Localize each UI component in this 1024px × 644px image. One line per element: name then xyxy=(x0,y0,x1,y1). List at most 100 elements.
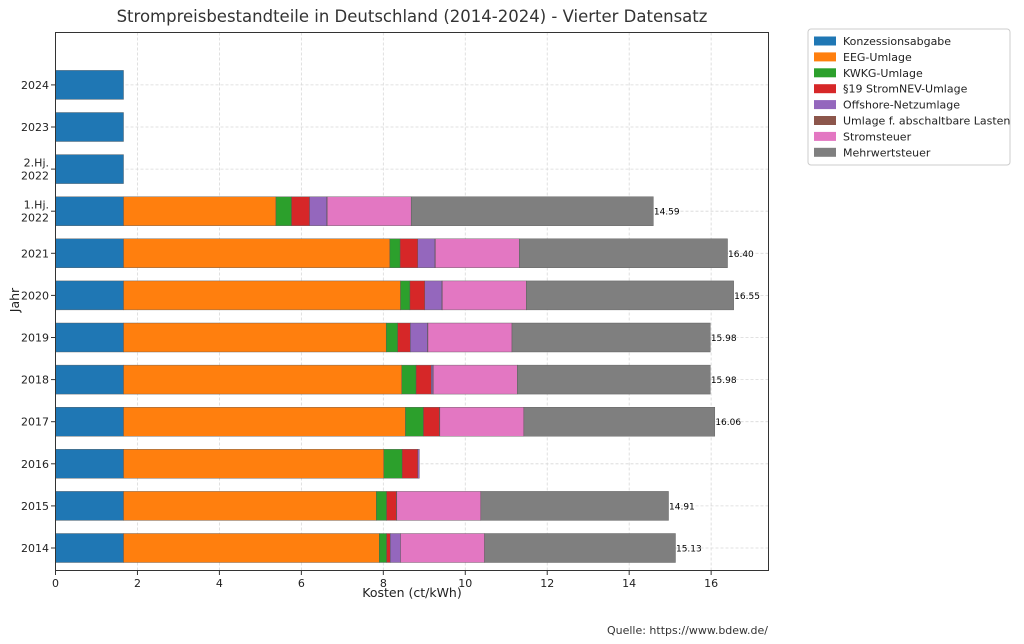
x-tick-label: 2 xyxy=(134,577,141,590)
legend-label: Konzessionsabgabe xyxy=(843,35,951,48)
y-tick-label: 2023 xyxy=(21,121,49,134)
bar-segment xyxy=(402,449,418,478)
legend-swatch xyxy=(814,148,836,157)
bar-segment xyxy=(124,323,387,352)
bar-segment xyxy=(124,407,406,436)
bar-segment xyxy=(56,365,124,394)
bar-segment xyxy=(524,407,715,436)
chart-title: Strompreisbestandteile in Deutschland (2… xyxy=(117,7,708,26)
bar-segment xyxy=(425,281,442,310)
bar-segment xyxy=(410,323,427,352)
y-tick-label: 2020 xyxy=(21,289,49,302)
legend-label: Stromsteuer xyxy=(843,130,912,143)
bar-segment xyxy=(481,491,669,520)
bar-segment xyxy=(435,239,519,268)
bar-segment xyxy=(276,197,292,226)
bar-segment xyxy=(405,407,423,436)
bar-segment xyxy=(428,323,512,352)
bar-segment xyxy=(402,365,416,394)
bar-segment xyxy=(442,281,526,310)
bar-segment xyxy=(124,365,402,394)
x-tick-label: 12 xyxy=(540,577,554,590)
total-label: 14.91 xyxy=(669,502,695,512)
y-tick-label: 2016 xyxy=(21,458,49,471)
y-tick-label: 1.Hj.2022 xyxy=(21,199,49,225)
bar-segment xyxy=(56,323,124,352)
bar-segment xyxy=(124,239,390,268)
bar-segment xyxy=(512,323,710,352)
bar-segment xyxy=(56,449,124,478)
legend-label: Offshore-Netzumlage xyxy=(843,99,960,112)
y-tick-label: 2.Hj.2022 xyxy=(21,157,49,183)
bar-segment xyxy=(56,407,124,436)
bar-segment xyxy=(124,534,380,563)
bars xyxy=(56,70,734,562)
bar-segment xyxy=(418,239,435,268)
bar-segment xyxy=(376,491,386,520)
bar-segment xyxy=(519,239,727,268)
bar-segment xyxy=(401,534,485,563)
y-tick-label: 2021 xyxy=(21,247,49,260)
bar-segment xyxy=(401,281,410,310)
y-tick-label: 2018 xyxy=(21,374,49,387)
y-tick-label: 2014 xyxy=(21,542,49,555)
legend-swatch xyxy=(814,84,836,93)
bar-segment xyxy=(398,323,411,352)
bar-segment xyxy=(387,491,397,520)
legend-frame xyxy=(808,29,1010,165)
legend-swatch xyxy=(814,68,836,77)
bar-segment xyxy=(56,239,124,268)
bar-segment xyxy=(410,281,425,310)
x-tick-label: 6 xyxy=(298,577,305,590)
legend-label: Umlage f. abschaltbare Lasten xyxy=(843,115,1010,128)
y-tick-label: 2017 xyxy=(21,416,49,429)
bar-segment xyxy=(433,365,517,394)
bar-segment xyxy=(526,281,733,310)
bar-segment xyxy=(416,365,431,394)
bar-segment xyxy=(56,155,124,184)
bar-segment xyxy=(56,491,124,520)
bar-segment xyxy=(400,239,418,268)
x-tick-label: 14 xyxy=(622,577,636,590)
bar-segment xyxy=(431,365,433,394)
legend: KonzessionsabgabeEEG-UmlageKWKG-Umlage§1… xyxy=(808,29,1010,165)
legend-swatch xyxy=(814,116,836,125)
bar-segment xyxy=(56,70,124,99)
legend-label: Mehrwertsteuer xyxy=(843,146,931,159)
bar-segment xyxy=(390,239,400,268)
bar-segment xyxy=(56,197,124,226)
bar-segment xyxy=(384,449,402,478)
total-label: 15.98 xyxy=(711,376,737,386)
bar-segment xyxy=(397,491,481,520)
bar-segment xyxy=(56,281,124,310)
bar-segment xyxy=(379,534,386,563)
bar-segment xyxy=(56,113,124,142)
y-tick-label: 2024 xyxy=(21,79,49,92)
bar-segment xyxy=(418,449,420,478)
bar-segment xyxy=(387,534,391,563)
legend-swatch xyxy=(814,132,836,141)
bar-segment xyxy=(517,365,710,394)
legend-swatch xyxy=(814,37,836,46)
bar-segment xyxy=(327,197,411,226)
legend-label: §19 StromNEV-Umlage xyxy=(843,83,968,96)
bar-segment xyxy=(485,534,676,563)
y-tick-label: 2019 xyxy=(21,332,49,345)
bar-segment xyxy=(390,534,400,563)
y-tick-label: 2015 xyxy=(21,500,49,513)
bar-segment xyxy=(124,197,276,226)
bar-segment xyxy=(124,491,377,520)
total-label: 16.40 xyxy=(728,250,754,260)
legend-label: KWKG-Umlage xyxy=(843,67,923,80)
bar-segment xyxy=(386,323,397,352)
bar-segment xyxy=(411,197,653,226)
legend-swatch xyxy=(814,52,836,61)
y-axis-label: Jahr xyxy=(7,287,22,313)
total-label: 16.06 xyxy=(715,418,741,428)
y-axis: 2014 2015 2016 2017 2018 2019 2020 2021 1.Hj.202… xyxy=(21,79,56,555)
x-tick-label: 0 xyxy=(52,577,59,590)
total-label: 15.98 xyxy=(711,334,737,344)
x-tick-label: 16 xyxy=(704,577,718,590)
bar-segment xyxy=(124,449,384,478)
